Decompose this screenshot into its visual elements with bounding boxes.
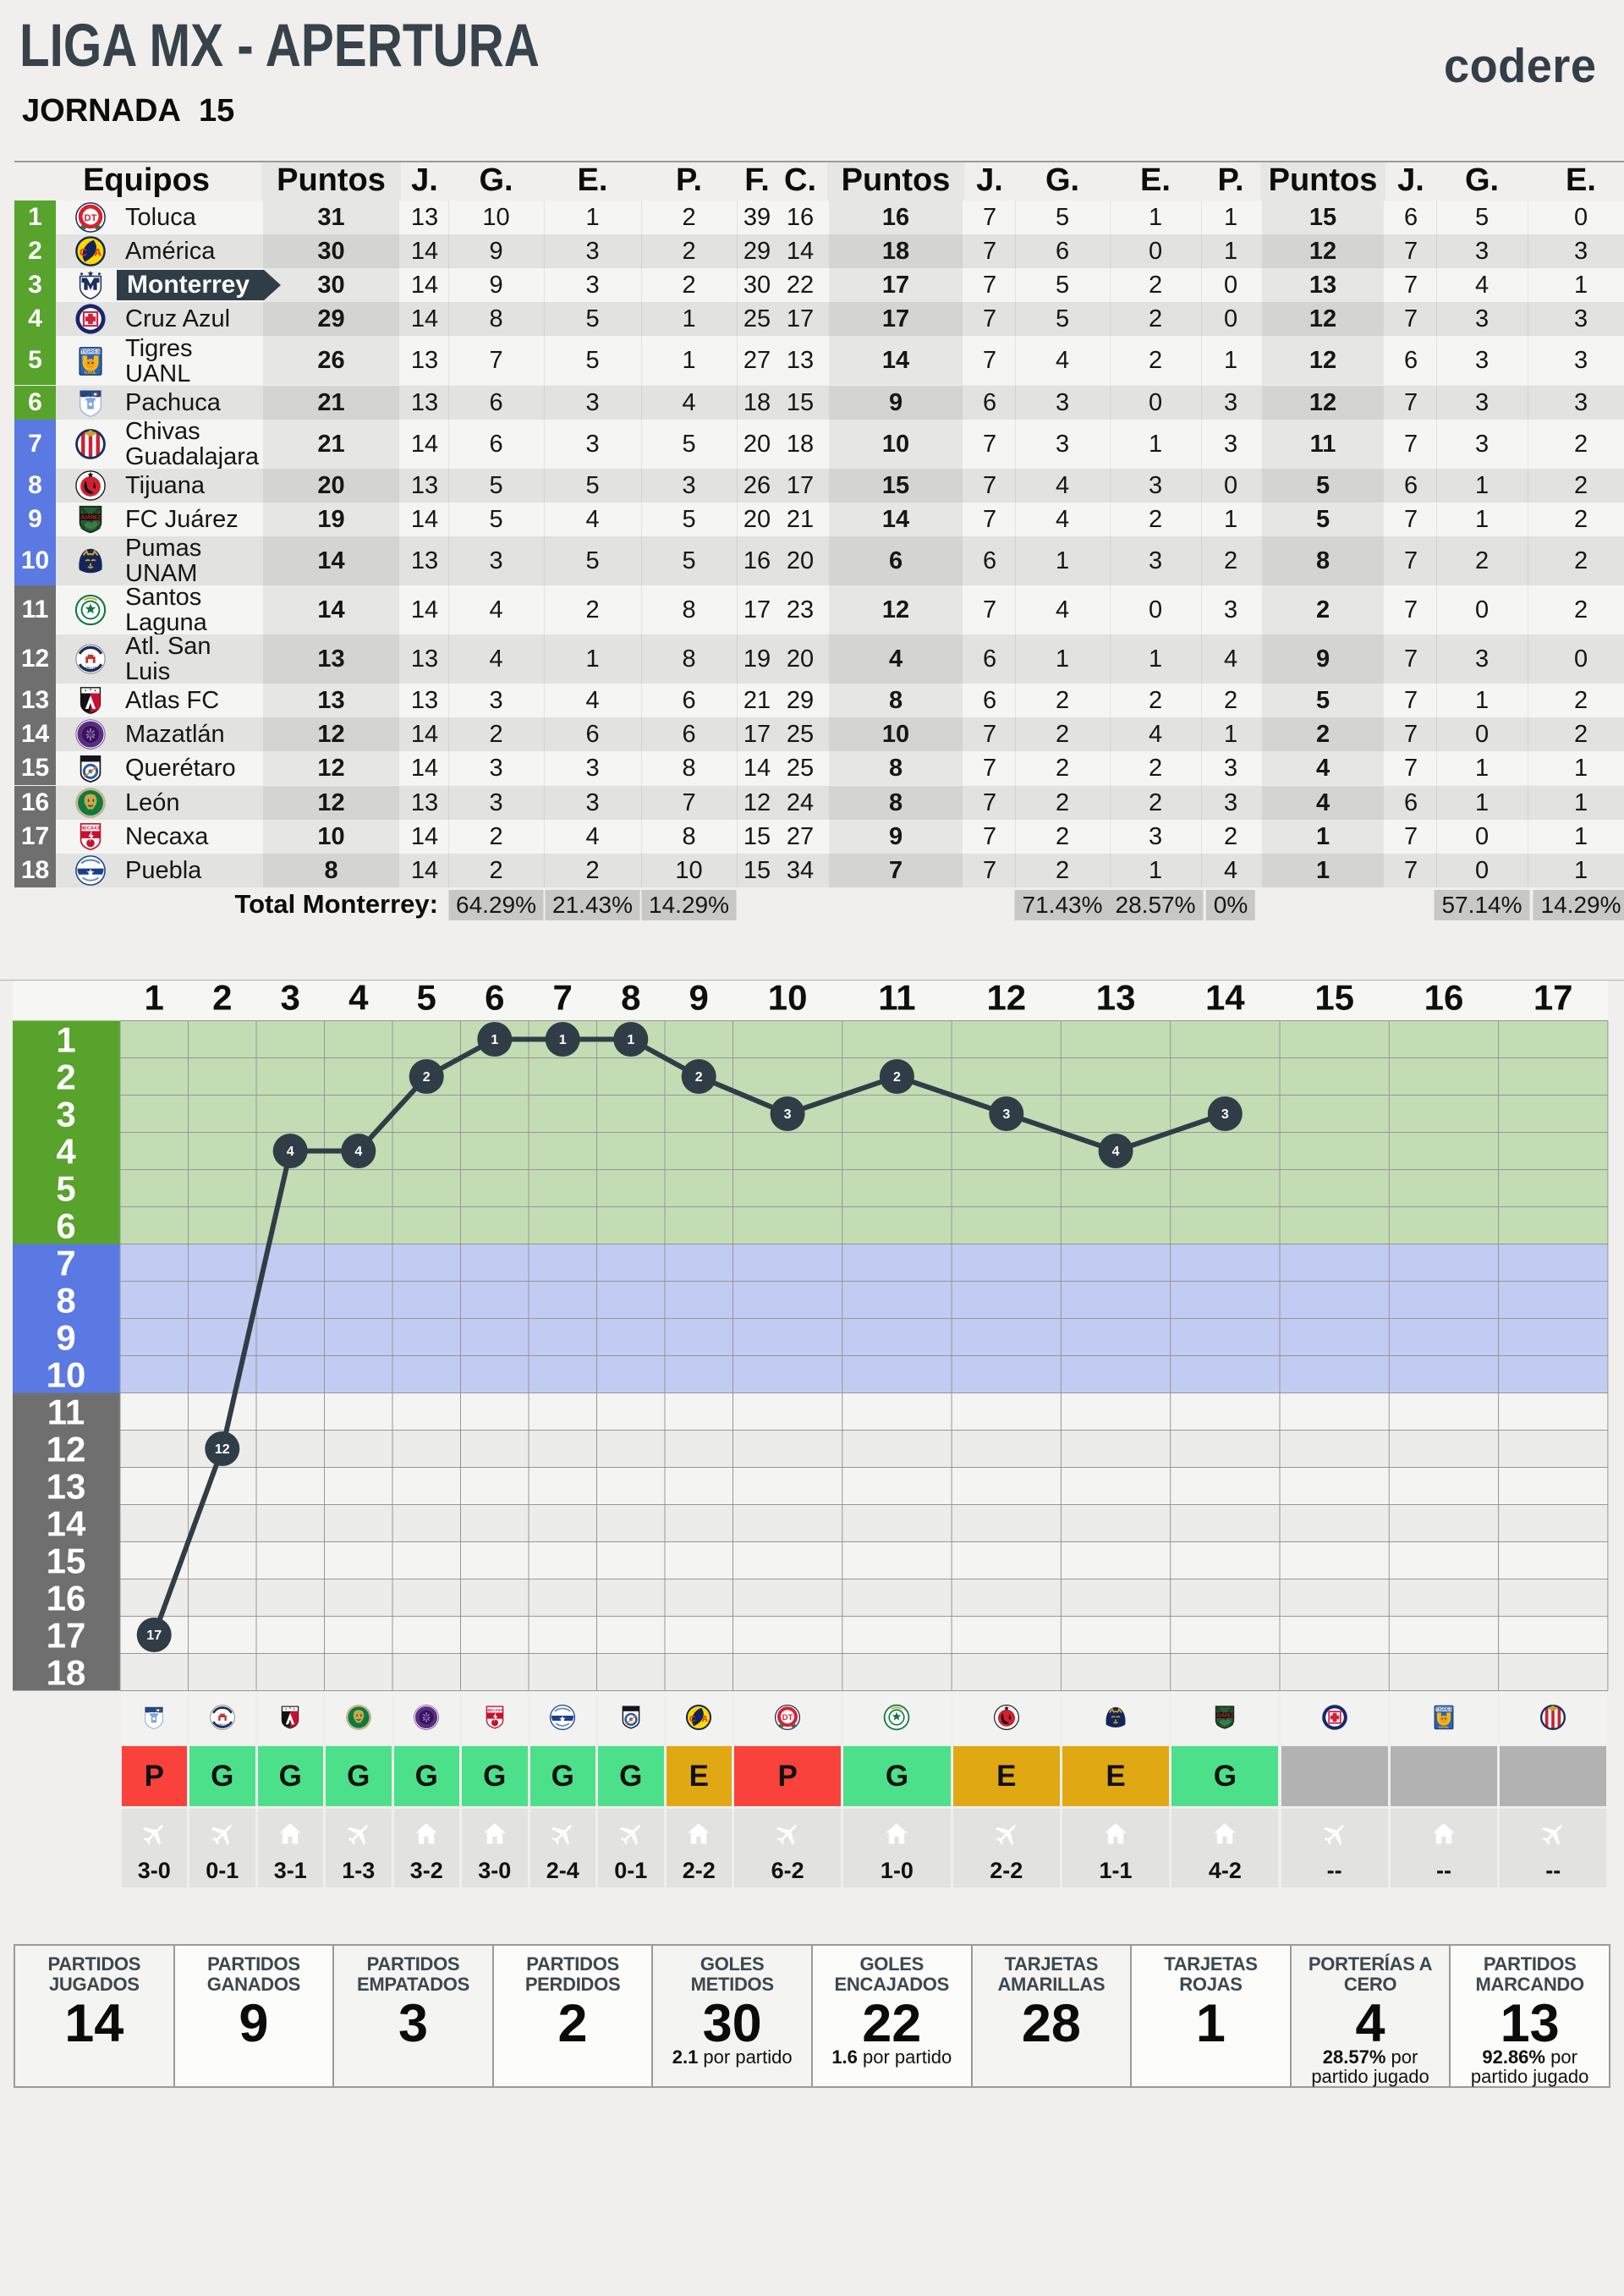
svg-text:17: 17 xyxy=(146,1629,162,1643)
svg-text:1: 1 xyxy=(56,1020,75,1060)
svg-text:4: 4 xyxy=(56,1132,76,1172)
svg-text:2: 2 xyxy=(423,1070,431,1085)
svg-text:14: 14 xyxy=(1205,980,1245,1018)
svg-text:8: 8 xyxy=(56,1281,75,1321)
svg-text:1: 1 xyxy=(491,1033,498,1047)
svg-text:1: 1 xyxy=(559,1033,567,1047)
svg-text:1: 1 xyxy=(145,980,164,1018)
svg-text:15: 15 xyxy=(47,1541,86,1581)
svg-text:16: 16 xyxy=(1424,980,1464,1018)
svg-text:4: 4 xyxy=(348,980,369,1018)
svg-text:2: 2 xyxy=(56,1057,75,1097)
svg-text:11: 11 xyxy=(47,1392,85,1432)
svg-text:6: 6 xyxy=(56,1206,75,1246)
svg-text:11: 11 xyxy=(878,980,915,1018)
svg-text:5: 5 xyxy=(417,980,436,1018)
svg-text:10: 10 xyxy=(768,980,808,1018)
svg-text:17: 17 xyxy=(47,1616,86,1656)
svg-text:4: 4 xyxy=(287,1145,294,1159)
svg-text:14: 14 xyxy=(47,1504,86,1544)
svg-text:3: 3 xyxy=(281,980,300,1018)
svg-text:16: 16 xyxy=(47,1579,86,1618)
svg-text:6: 6 xyxy=(485,980,504,1018)
svg-text:12: 12 xyxy=(47,1430,86,1469)
svg-text:13: 13 xyxy=(1096,980,1136,1018)
svg-text:10: 10 xyxy=(47,1355,86,1395)
svg-text:1: 1 xyxy=(627,1033,634,1047)
svg-text:7: 7 xyxy=(56,1244,75,1283)
svg-text:4: 4 xyxy=(354,1145,362,1159)
svg-text:3: 3 xyxy=(1002,1107,1010,1122)
svg-text:17: 17 xyxy=(1533,980,1573,1018)
svg-text:12: 12 xyxy=(986,980,1026,1018)
svg-text:13: 13 xyxy=(47,1467,86,1507)
svg-text:2: 2 xyxy=(695,1070,703,1085)
svg-text:9: 9 xyxy=(689,980,709,1018)
svg-text:7: 7 xyxy=(553,980,573,1018)
svg-text:3: 3 xyxy=(784,1107,792,1122)
svg-text:9: 9 xyxy=(56,1318,75,1358)
svg-text:18: 18 xyxy=(47,1653,86,1693)
svg-text:3: 3 xyxy=(56,1095,75,1134)
svg-text:5: 5 xyxy=(56,1169,75,1209)
svg-text:8: 8 xyxy=(621,980,640,1018)
svg-text:12: 12 xyxy=(215,1442,230,1457)
svg-text:2: 2 xyxy=(893,1070,901,1085)
svg-text:4: 4 xyxy=(1112,1145,1120,1159)
svg-text:2: 2 xyxy=(212,980,232,1018)
svg-text:15: 15 xyxy=(1314,980,1354,1018)
svg-text:3: 3 xyxy=(1221,1107,1229,1122)
